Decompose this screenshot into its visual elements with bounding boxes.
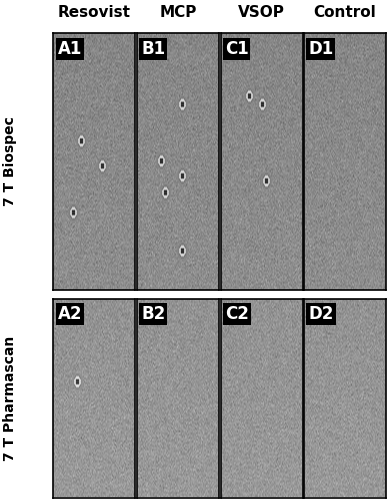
Text: D2: D2 xyxy=(308,305,333,323)
Text: 7 T Biospec: 7 T Biospec xyxy=(3,116,17,206)
Text: A1: A1 xyxy=(58,40,82,58)
Text: A2: A2 xyxy=(58,305,82,323)
Text: 7 T Pharmascan: 7 T Pharmascan xyxy=(3,336,17,461)
Text: B2: B2 xyxy=(141,305,165,323)
Text: MCP: MCP xyxy=(159,5,197,20)
Text: C1: C1 xyxy=(225,40,248,58)
Text: B1: B1 xyxy=(141,40,165,58)
Text: Control: Control xyxy=(314,5,376,20)
Text: VSOP: VSOP xyxy=(238,5,285,20)
Text: C2: C2 xyxy=(225,305,248,323)
Text: Resovist: Resovist xyxy=(58,5,131,20)
Text: D1: D1 xyxy=(308,40,333,58)
